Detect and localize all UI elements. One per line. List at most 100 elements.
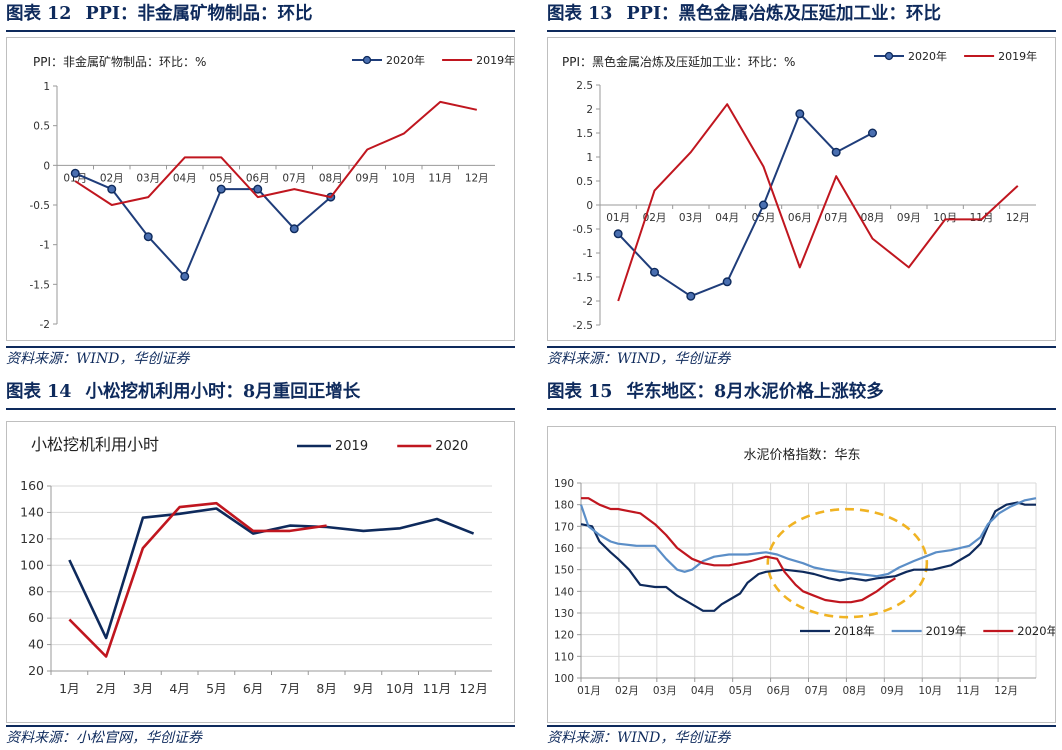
x-tick-label: 09月 — [897, 212, 921, 224]
data-point — [795, 109, 805, 119]
chart-container: 小松挖机利用小时 20 40 60 80 100 120 140 160 1月 2月 3月 4月 5月 6月… — [6, 421, 515, 723]
y-tick-label: 1 — [43, 81, 50, 93]
x-tick-label: 08月 — [842, 685, 866, 697]
data-point — [613, 229, 623, 239]
x-tick-label: 12月 — [459, 681, 487, 696]
y-tick-label: 150 — [554, 565, 574, 577]
highlight-ellipse — [766, 507, 929, 619]
y-tick-label: 0.5 — [33, 121, 50, 133]
y-tick-label: 170 — [554, 521, 574, 533]
series-line-2020年 — [581, 497, 896, 604]
legend-label: 2019年 — [926, 624, 967, 638]
y-tick-label: -1.5 — [573, 272, 594, 284]
x-tick-label: 01月 — [577, 685, 601, 697]
data-point — [253, 184, 263, 194]
data-point — [107, 184, 117, 194]
chart-container: PPI：非金属矿物制品：环比：% -2 -1.5 -1 -0.5 0 0.5 1 01月 02月 0… — [6, 37, 515, 341]
x-tick-label: 06月 — [788, 212, 812, 224]
x-tick-label: 11月 — [423, 681, 451, 696]
x-tick-label: 02月 — [615, 685, 639, 697]
x-tick-label: 04月 — [715, 212, 739, 224]
figure-title: 图表 15 华东地区：8月水泥价格上涨较多 — [547, 378, 1056, 410]
data-point — [180, 271, 190, 281]
data-point — [722, 277, 732, 287]
x-tick-label: 02月 — [643, 212, 667, 224]
x-tick-label: 03月 — [653, 685, 677, 697]
x-tick-label: 2月 — [96, 681, 116, 696]
y-tick-label: -1 — [583, 248, 593, 260]
x-tick-label: 05月 — [729, 685, 753, 697]
y-tick-label: 60 — [28, 610, 44, 625]
y-tick-label: 180 — [554, 500, 574, 512]
x-tick-label: 12月 — [1006, 212, 1030, 224]
x-tick-label: 07月 — [824, 212, 848, 224]
legend-label: 2019年 — [476, 53, 514, 67]
x-tick-label: 06月 — [767, 685, 791, 697]
series-line-2020 — [68, 501, 327, 658]
y-tick-label: -2 — [583, 296, 593, 308]
y-tick-label: 110 — [554, 651, 574, 663]
x-tick-label: 03月 — [679, 212, 703, 224]
series-line-2019年 — [579, 497, 1037, 578]
x-tick-label: 12月 — [465, 172, 489, 184]
data-point — [70, 168, 80, 178]
x-tick-label: 12月 — [994, 685, 1018, 697]
y-tick-label: 100 — [20, 557, 44, 572]
x-tick-label: 8月 — [316, 681, 336, 696]
y-tick-label: -2.5 — [573, 320, 594, 332]
figure-heading: 小松挖机利用小时：8月重回正增长 — [85, 382, 361, 402]
y-tick-label: 100 — [554, 673, 574, 685]
y-tick-label: 160 — [20, 478, 44, 493]
y-tick-label: 190 — [554, 478, 574, 490]
chart-title: 水泥价格指数：华东 — [743, 447, 860, 463]
legend-label: 2019年 — [998, 49, 1037, 63]
y-tick-label: 120 — [554, 630, 574, 642]
figure-label: 图表 15 — [547, 382, 613, 402]
x-tick-label: 5月 — [206, 681, 226, 696]
x-tick-label: 09月 — [355, 172, 379, 184]
y-tick-label: 120 — [20, 531, 44, 546]
figure-label: 图表 14 — [6, 382, 72, 402]
y-tick-label: -0.5 — [30, 200, 51, 212]
x-tick-label: 10月 — [933, 212, 957, 224]
y-tick-label: -0.5 — [573, 224, 594, 236]
figure-13: 图表 13 PPI：黑色金属冶炼及压延加工业：环比 PPI：黑色金属冶炼及压延加… — [547, 0, 1056, 372]
y-tick-label: 140 — [20, 504, 44, 519]
data-point — [289, 224, 299, 234]
y-tick-label: 80 — [28, 584, 44, 599]
series-line-2020年 — [74, 172, 332, 278]
source-note: 资料来源：小松官网，华创证券 — [6, 725, 515, 749]
x-tick-label: 09月 — [880, 685, 904, 697]
x-tick-label: 9月 — [353, 681, 373, 696]
y-tick-label: 40 — [28, 637, 44, 652]
figure-title: 图表 14 小松挖机利用小时：8月重回正增长 — [6, 378, 515, 410]
legend-label: 2020 — [435, 439, 468, 454]
data-point — [216, 184, 226, 194]
y-tick-label: 2 — [586, 104, 593, 116]
x-tick-label: 07月 — [282, 172, 306, 184]
x-tick-label: 05月 — [209, 172, 233, 184]
x-tick-label: 08月 — [861, 212, 885, 224]
source-note: 资料来源：WIND，华创证券 — [6, 346, 515, 370]
figure-14: 图表 14 小松挖机利用小时：8月重回正增长 小松挖机利用小时 20 40 60 80 1… — [6, 378, 515, 750]
y-tick-label: 1.5 — [576, 128, 593, 140]
series-line-2019年 — [74, 100, 478, 206]
figure-heading: PPI：非金属矿物制品：环比 — [85, 4, 313, 24]
y-tick-label: -2 — [40, 319, 50, 331]
legend-marker — [884, 51, 894, 61]
x-tick-label: 04月 — [691, 685, 715, 697]
figure-heading: PPI：黑色金属冶炼及压延加工业：环比 — [626, 4, 942, 24]
y-tick-label: -1 — [40, 240, 50, 252]
y-tick-label: 160 — [554, 543, 574, 555]
y-tick-label: 0 — [43, 160, 50, 172]
data-point — [831, 147, 841, 157]
legend-label: 2020年 — [386, 53, 425, 67]
figure-label: 图表 12 — [6, 4, 72, 24]
chart-title: PPI：非金属矿物制品：环比：% — [33, 54, 206, 69]
y-tick-label: 130 — [554, 608, 574, 620]
y-tick-label: 0 — [586, 200, 593, 212]
x-tick-label: 4月 — [169, 681, 189, 696]
x-tick-label: 10月 — [918, 685, 942, 697]
x-tick-label: 1月 — [59, 681, 79, 696]
